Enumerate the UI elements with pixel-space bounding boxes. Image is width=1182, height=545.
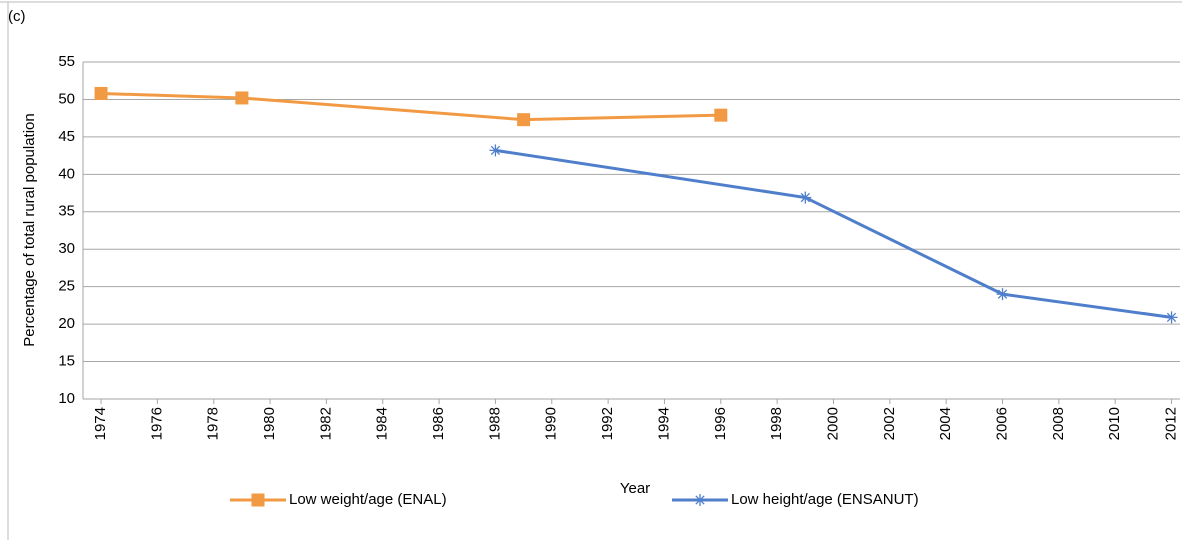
y-tick-label: 50: [58, 90, 75, 107]
x-tick-label: 1978: [205, 407, 222, 440]
y-tick-label: 25: [58, 278, 75, 295]
legend-label: Low weight/age (ENAL): [289, 491, 447, 508]
x-tick-label: 1998: [768, 407, 785, 440]
x-tick-label: 2008: [1050, 407, 1067, 440]
legend-marker: [251, 493, 265, 507]
marker: [714, 108, 728, 122]
marker: [996, 288, 1009, 301]
marker: [94, 86, 108, 100]
x-tick-label: 2004: [937, 407, 954, 440]
x-tick-label: 2010: [1106, 407, 1123, 440]
y-tick-label: 15: [58, 353, 75, 370]
y-tick-label: 10: [58, 390, 75, 407]
x-axis-title: Year: [620, 480, 650, 497]
y-tick-label: 40: [58, 165, 75, 182]
x-tick-label: 1992: [599, 407, 616, 440]
x-tick-label: 1986: [430, 407, 447, 440]
legend-label: Low height/age (ENSANUT): [731, 491, 919, 508]
x-tick-label: 2002: [881, 407, 898, 440]
marker-stroke: [997, 289, 1008, 299]
y-tick-label: 35: [58, 203, 75, 220]
series-line: [495, 148, 1172, 319]
marker: [799, 191, 812, 204]
marker-stroke: [800, 192, 810, 203]
marker: [235, 91, 249, 105]
x-tick-label: 1988: [486, 407, 503, 440]
marker-stroke: [490, 145, 501, 156]
x-tick-label: 1984: [374, 407, 391, 440]
y-tick-label: 30: [58, 240, 75, 257]
series-line: [100, 91, 721, 122]
y-tick-label: 20: [58, 315, 75, 332]
marker-stroke: [1166, 312, 1177, 323]
x-tick-label: 1994: [655, 407, 672, 440]
x-tick-label: 1974: [92, 407, 109, 440]
marker: [489, 144, 502, 157]
annotation: (c): [8, 8, 26, 25]
marker: [517, 113, 531, 127]
x-tick-label: 2000: [824, 407, 841, 440]
x-tick-label: 1990: [543, 407, 560, 440]
y-axis-title: Percentage of total rural population: [21, 113, 38, 347]
y-tick-label: 55: [58, 53, 75, 70]
x-tick-label: 1980: [261, 407, 278, 440]
x-tick-label: 2012: [1163, 407, 1180, 440]
x-tick-label: 2006: [993, 407, 1010, 440]
y-tick-label: 45: [58, 128, 75, 145]
x-tick-label: 1976: [148, 407, 165, 440]
marker: [1165, 311, 1178, 324]
x-tick-label: 1996: [712, 407, 729, 440]
legend-marker: [694, 494, 706, 506]
x-tick-label: 1982: [317, 407, 334, 440]
marker-stroke: [695, 495, 705, 505]
